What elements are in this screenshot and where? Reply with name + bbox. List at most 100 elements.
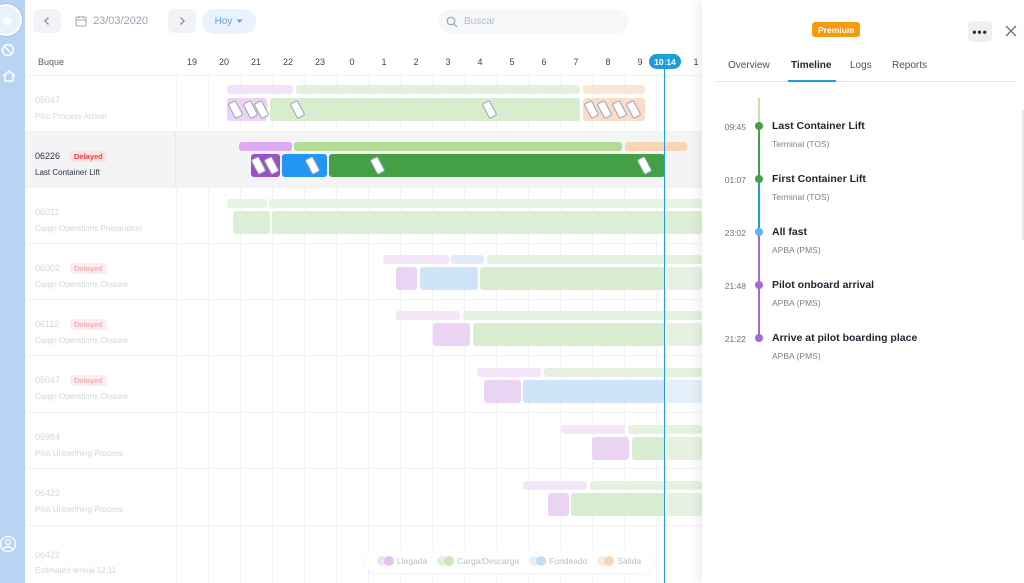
vessel-row[interactable]: 06112 Delayed Cargo Operations Closure <box>25 299 702 355</box>
hour-label: 4 <box>477 57 483 67</box>
vessel-id: 06422 <box>35 488 61 498</box>
timeline-event[interactable]: 21:22 Arrive at pilot boarding place APB… <box>702 332 1024 372</box>
vessel-row[interactable]: 06422 Pilot Unberthing Process <box>25 468 702 524</box>
row-label: 06002 Delayed Cargo Operations Closure <box>25 244 176 299</box>
timeline-header: Buque 19 20 21 22 23 0 1 2 3 4 5 6 7 8 9… <box>25 52 702 74</box>
vessel-id: 06422 <box>35 550 61 560</box>
vessel-process: Cargo Operations Closure <box>35 336 128 345</box>
vessel-row[interactable]: 05047 Pilot Process Arrival <box>25 75 702 131</box>
vessel-process: Last Container Lift <box>35 168 100 177</box>
row-label: 06422 Estimated arrival 12:11 <box>25 526 176 581</box>
search-icon <box>446 16 458 27</box>
hour-label: 22 <box>282 57 293 67</box>
current-time-line <box>664 60 665 583</box>
event-dot <box>755 228 763 236</box>
hour-label: 3 <box>445 57 451 67</box>
event-dot <box>755 175 763 183</box>
row-label: 06112 Delayed Cargo Operations Closure <box>25 300 176 355</box>
vessel-process: Pilot Unberthing Process <box>35 505 124 514</box>
legend: Llegada Carga/Descarga Fondeado Salida <box>365 549 654 573</box>
no-entry-icon[interactable] <box>1 42 17 58</box>
row-label: 05047 Pilot Process Arrival <box>25 76 176 131</box>
legend-item: Llegada <box>377 556 427 566</box>
hour-label: 0 <box>349 57 355 67</box>
vessel-row[interactable]: 06011 Cargo Operations Preparation <box>25 187 702 243</box>
today-dropdown[interactable]: Hoy <box>202 9 256 34</box>
timeline-event[interactable]: 23:02 All fast APBA (PMS) <box>702 226 1024 266</box>
date-picker[interactable]: 23/03/2020 <box>75 10 148 32</box>
hour-label: 6 <box>541 57 547 67</box>
event-dot <box>755 281 763 289</box>
event-title: Last Container Lift <box>772 120 865 132</box>
search-input[interactable] <box>464 16 614 27</box>
tab-timeline[interactable]: Timeline <box>791 60 832 71</box>
event-time: 21:48 <box>724 281 746 291</box>
today-label: Hoy <box>214 16 233 27</box>
hour-label: 1 <box>693 57 699 67</box>
vessel-detail-panel: Premium ••• Overview Timeline Logs Repor… <box>702 0 1024 583</box>
more-button[interactable]: ••• <box>968 21 992 42</box>
caret-down-icon <box>236 19 243 23</box>
close-icon[interactable] <box>1004 24 1018 38</box>
vessel-row[interactable]: 06422 Estimated arrival 12:11 <box>25 525 702 581</box>
user-icon[interactable] <box>0 535 18 553</box>
tab-reports[interactable]: Reports <box>892 60 928 71</box>
active-tab-indicator <box>788 80 836 82</box>
status-badge: Delayed <box>70 319 107 330</box>
left-rail <box>0 0 25 583</box>
timeline-event[interactable]: 21:48 Pilot onboard arrival APBA (PMS) <box>702 279 1024 319</box>
vessel-id: 06002 <box>35 263 61 273</box>
event-time: 09:45 <box>724 122 746 132</box>
row-label: 06011 Cargo Operations Preparation <box>25 188 176 243</box>
row-label: 06226 Delayed Last Container Lift <box>25 132 176 187</box>
vessel-id: 05047 <box>35 375 61 385</box>
timeline-event[interactable]: 09:45 Last Container Lift Terminal (TOS) <box>702 120 1024 160</box>
vessel-id: 06011 <box>35 207 60 217</box>
app-logo-icon[interactable] <box>0 4 22 36</box>
date-value: 23/03/2020 <box>93 15 149 27</box>
tab-overview[interactable]: Overview <box>728 60 770 71</box>
home-icon[interactable] <box>1 68 17 84</box>
status-badge: Delayed <box>70 263 107 274</box>
event-time: 21:22 <box>724 334 746 344</box>
calendar-icon <box>75 16 87 27</box>
hour-label: 23 <box>314 57 325 67</box>
vessel-column-header: Buque <box>38 57 65 67</box>
prev-day-button[interactable] <box>33 9 61 33</box>
vessel-id: 05047 <box>35 95 61 105</box>
status-badge: Delayed <box>70 375 107 386</box>
event-timeline: 09:45 Last Container Lift Terminal (TOS)… <box>702 98 1024 368</box>
top-bar: 23/03/2020 Hoy <box>25 0 702 44</box>
vessel-row[interactable]: 05984 Pilot Unberthing Process <box>25 412 702 468</box>
hour-label: 20 <box>218 57 229 67</box>
event-title: Arrive at pilot boarding place <box>772 332 918 344</box>
row-label: 05984 Pilot Unberthing Process <box>25 413 176 468</box>
vessel-process: Cargo Operations Preparation <box>35 224 142 233</box>
vessel-process: Cargo Operations Closure <box>35 280 128 289</box>
next-day-button[interactable] <box>168 9 196 33</box>
event-source: APBA (PMS) <box>772 298 821 308</box>
status-badge: Delayed <box>70 151 107 162</box>
vessel-process: Pilot Process Arrival <box>35 112 107 121</box>
vessel-process: Cargo Operations Closure <box>35 392 128 401</box>
tab-logs[interactable]: Logs <box>850 60 872 71</box>
hour-label: 9 <box>637 57 643 67</box>
vessel-row-selected[interactable]: 06226 Delayed Last Container Lift <box>25 131 702 187</box>
vessel-row[interactable]: 05047 Delayed Cargo Operations Closure <box>25 355 702 411</box>
vessel-row[interactable]: 06002 Delayed Cargo Operations Closure <box>25 243 702 299</box>
current-time-marker: 10:14 <box>649 54 681 69</box>
vessel-id: 05984 <box>35 432 61 442</box>
panel-tabs: Overview Timeline Logs Reports <box>716 54 1016 82</box>
search-box <box>438 9 628 34</box>
event-source: Terminal (TOS) <box>772 192 830 202</box>
hour-label: 5 <box>509 57 515 67</box>
event-dot <box>755 334 763 342</box>
vessel-id: 06112 <box>35 319 60 329</box>
vessel-process: Estimated arrival 12:11 <box>35 566 117 575</box>
row-label: 06422 Pilot Unberthing Process <box>25 469 176 524</box>
vessel-process: Pilot Unberthing Process <box>35 449 124 458</box>
event-source: Terminal (TOS) <box>772 139 830 149</box>
legend-item: Salida <box>597 556 641 566</box>
timeline-event[interactable]: 01:07 First Container Lift Terminal (TOS… <box>702 173 1024 213</box>
event-title: All fast <box>772 226 808 238</box>
